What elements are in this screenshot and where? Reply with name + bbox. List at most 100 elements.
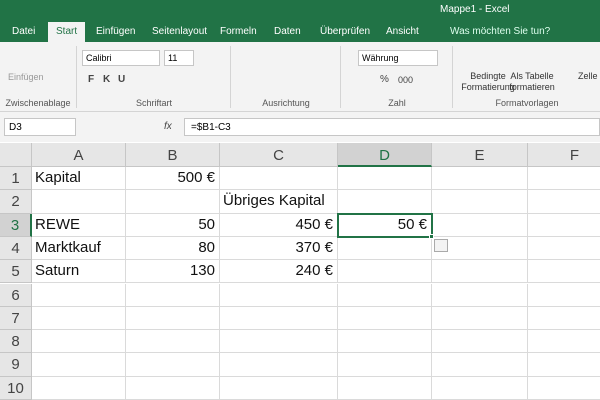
conditional-label[interactable]: Formatierung	[461, 82, 515, 92]
cell[interactable]	[126, 283, 220, 307]
cell-value[interactable]: 450 €	[295, 215, 333, 233]
cell[interactable]	[528, 190, 600, 214]
cell[interactable]	[220, 376, 338, 400]
cell[interactable]	[338, 330, 432, 354]
paste-options-icon[interactable]	[434, 238, 448, 252]
cell-value[interactable]: Übriges Kapital	[223, 192, 325, 210]
cell-value[interactable]: 130	[189, 262, 215, 280]
cell[interactable]	[126, 190, 220, 214]
column-header[interactable]: C	[220, 143, 338, 167]
cell[interactable]	[528, 237, 600, 261]
row-header[interactable]: 9	[0, 353, 32, 377]
cell-value[interactable]: REWE	[35, 215, 80, 233]
row-header[interactable]: 7	[0, 306, 32, 331]
ribbon-tab[interactable]: Ansicht	[386, 26, 419, 37]
cell[interactable]	[126, 260, 220, 284]
cell[interactable]	[32, 236, 126, 261]
ribbon-tab[interactable]: Start	[48, 22, 86, 42]
cell-value[interactable]: Marktkauf	[35, 238, 101, 256]
cells-button[interactable]: Zelle	[578, 71, 598, 81]
cell[interactable]	[528, 284, 600, 307]
ribbon-tab[interactable]: Überprüfen	[320, 26, 371, 37]
cell[interactable]	[32, 167, 126, 191]
column-header[interactable]: B	[126, 143, 220, 167]
percent-button[interactable]: %	[380, 74, 389, 85]
cell[interactable]	[528, 260, 600, 284]
cell[interactable]	[126, 330, 220, 354]
cell[interactable]	[528, 377, 600, 400]
column-header[interactable]: D	[338, 143, 432, 167]
cell[interactable]	[432, 353, 528, 377]
table-label[interactable]: Als Tabelle	[510, 71, 554, 81]
cell-value[interactable]: 370 €	[295, 238, 333, 256]
cell[interactable]	[338, 306, 432, 331]
ribbon-tab[interactable]: Datei	[12, 26, 36, 37]
italic-button[interactable]: K	[103, 74, 111, 85]
cell-value[interactable]: 240 €	[295, 262, 333, 280]
cell[interactable]	[432, 330, 528, 354]
cell[interactable]	[32, 213, 126, 237]
cell[interactable]	[32, 260, 126, 284]
cell[interactable]	[126, 306, 220, 331]
cell[interactable]	[126, 236, 220, 261]
cell[interactable]	[126, 353, 220, 377]
cell[interactable]	[32, 353, 126, 377]
cell[interactable]	[32, 306, 126, 331]
underline-button[interactable]: U	[118, 74, 126, 85]
cell[interactable]	[338, 376, 432, 400]
cell[interactable]	[432, 376, 528, 400]
cell[interactable]	[338, 353, 432, 377]
name-box[interactable]: D3	[4, 118, 76, 136]
row-header[interactable]: 5	[0, 260, 32, 284]
cell[interactable]	[220, 236, 338, 261]
cell[interactable]	[220, 283, 338, 307]
column-header[interactable]: F	[528, 143, 600, 167]
row-header[interactable]: 4	[0, 236, 32, 261]
thousands-button[interactable]: 000	[398, 75, 414, 85]
cell-value[interactable]: Saturn	[35, 262, 80, 280]
ribbon-tab[interactable]: Seitenlayout	[152, 26, 208, 37]
cell[interactable]	[338, 236, 432, 261]
cell[interactable]	[32, 190, 126, 214]
cell[interactable]	[432, 306, 528, 331]
cell[interactable]	[528, 307, 600, 331]
cell[interactable]	[32, 283, 126, 307]
row-header[interactable]: 3	[0, 213, 32, 237]
cell[interactable]	[220, 190, 338, 214]
cell-value[interactable]: 50 €	[397, 215, 427, 233]
cell[interactable]	[220, 330, 338, 354]
cell-value[interactable]: Kapital	[35, 169, 81, 186]
conditional-label[interactable]: Bedingte	[470, 71, 506, 81]
table-label[interactable]: formatieren	[509, 82, 555, 92]
ribbon-tab[interactable]: Einfügen	[96, 26, 136, 37]
cell[interactable]	[528, 167, 600, 191]
cell[interactable]	[338, 167, 432, 191]
cell[interactable]	[528, 353, 600, 377]
ribbon-tab[interactable]: Daten	[274, 26, 301, 37]
cell[interactable]	[220, 353, 338, 377]
cell[interactable]	[432, 260, 528, 284]
number-format-box[interactable]: Währung	[358, 50, 438, 66]
row-header[interactable]: 8	[0, 330, 32, 354]
column-header[interactable]: A	[32, 143, 126, 167]
paste-button[interactable]: Einfügen	[8, 72, 44, 82]
row-header[interactable]: 2	[0, 190, 32, 214]
cell[interactable]	[432, 190, 528, 214]
cell[interactable]	[528, 330, 600, 354]
row-header[interactable]: 10	[0, 376, 32, 400]
size-box[interactable]: 11	[164, 50, 194, 66]
cell[interactable]	[126, 167, 220, 191]
cell[interactable]	[528, 214, 600, 237]
cell-value[interactable]: 80	[198, 238, 215, 256]
cell[interactable]	[432, 213, 528, 237]
column-header[interactable]: E	[432, 143, 528, 167]
cell-value[interactable]: 500 €	[177, 169, 215, 186]
cell[interactable]	[126, 376, 220, 400]
cell[interactable]	[432, 167, 528, 191]
cell[interactable]	[32, 330, 126, 354]
row-header[interactable]: 6	[0, 283, 32, 307]
cell[interactable]	[220, 167, 338, 191]
cell[interactable]	[32, 376, 126, 400]
cell[interactable]	[220, 260, 338, 284]
cell-value[interactable]: 50	[198, 215, 215, 233]
